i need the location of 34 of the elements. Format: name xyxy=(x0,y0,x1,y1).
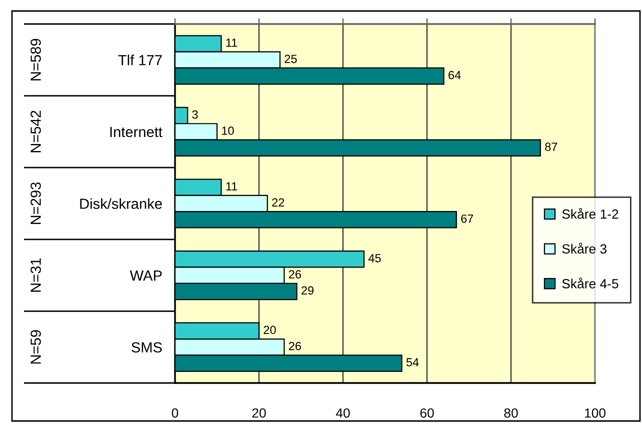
text: N=293 xyxy=(30,182,41,224)
data-label: 11 xyxy=(226,182,238,190)
data-label: 10 xyxy=(222,126,234,135)
text: N=31 xyxy=(30,258,41,292)
y-tick-label: Disk/skranke xyxy=(80,198,162,209)
x-tick-label: 20 xyxy=(252,408,266,418)
y-tick-label: WAP xyxy=(130,270,162,281)
legend-label: Skåre 3 xyxy=(562,242,607,254)
x-tick-label: 100 xyxy=(585,408,606,418)
data-label: 67 xyxy=(461,214,474,223)
data-label: 64 xyxy=(448,70,461,80)
x-tick-label: 60 xyxy=(420,408,434,418)
data-label: 87 xyxy=(545,142,558,152)
data-label: 22 xyxy=(272,198,284,207)
text: N=542 xyxy=(30,110,41,152)
data-label: 25 xyxy=(284,54,297,64)
data-label: 54 xyxy=(406,358,419,366)
y-tick-label: Tlf 177 xyxy=(118,54,162,66)
x-tick-label: 0 xyxy=(172,408,178,418)
data-label: 26 xyxy=(288,270,301,278)
y-tick-label: SMS xyxy=(132,342,162,353)
data-label: 20 xyxy=(264,326,276,334)
data-label: 45 xyxy=(368,254,381,262)
data-label: 26 xyxy=(288,342,301,350)
data-label: 29 xyxy=(302,286,314,295)
text: N=59 xyxy=(30,330,41,364)
text: N=589 xyxy=(30,38,41,80)
data-label: 3 xyxy=(192,110,198,119)
data-label: 11 xyxy=(226,38,238,47)
legend-label: Skåre 4-5 xyxy=(562,278,618,288)
x-tick-label: 40 xyxy=(336,408,350,418)
y-tick-label: Internett xyxy=(110,126,162,138)
x-tick-label: 80 xyxy=(504,408,518,418)
legend-label: Skåre 1-2 xyxy=(562,208,618,219)
